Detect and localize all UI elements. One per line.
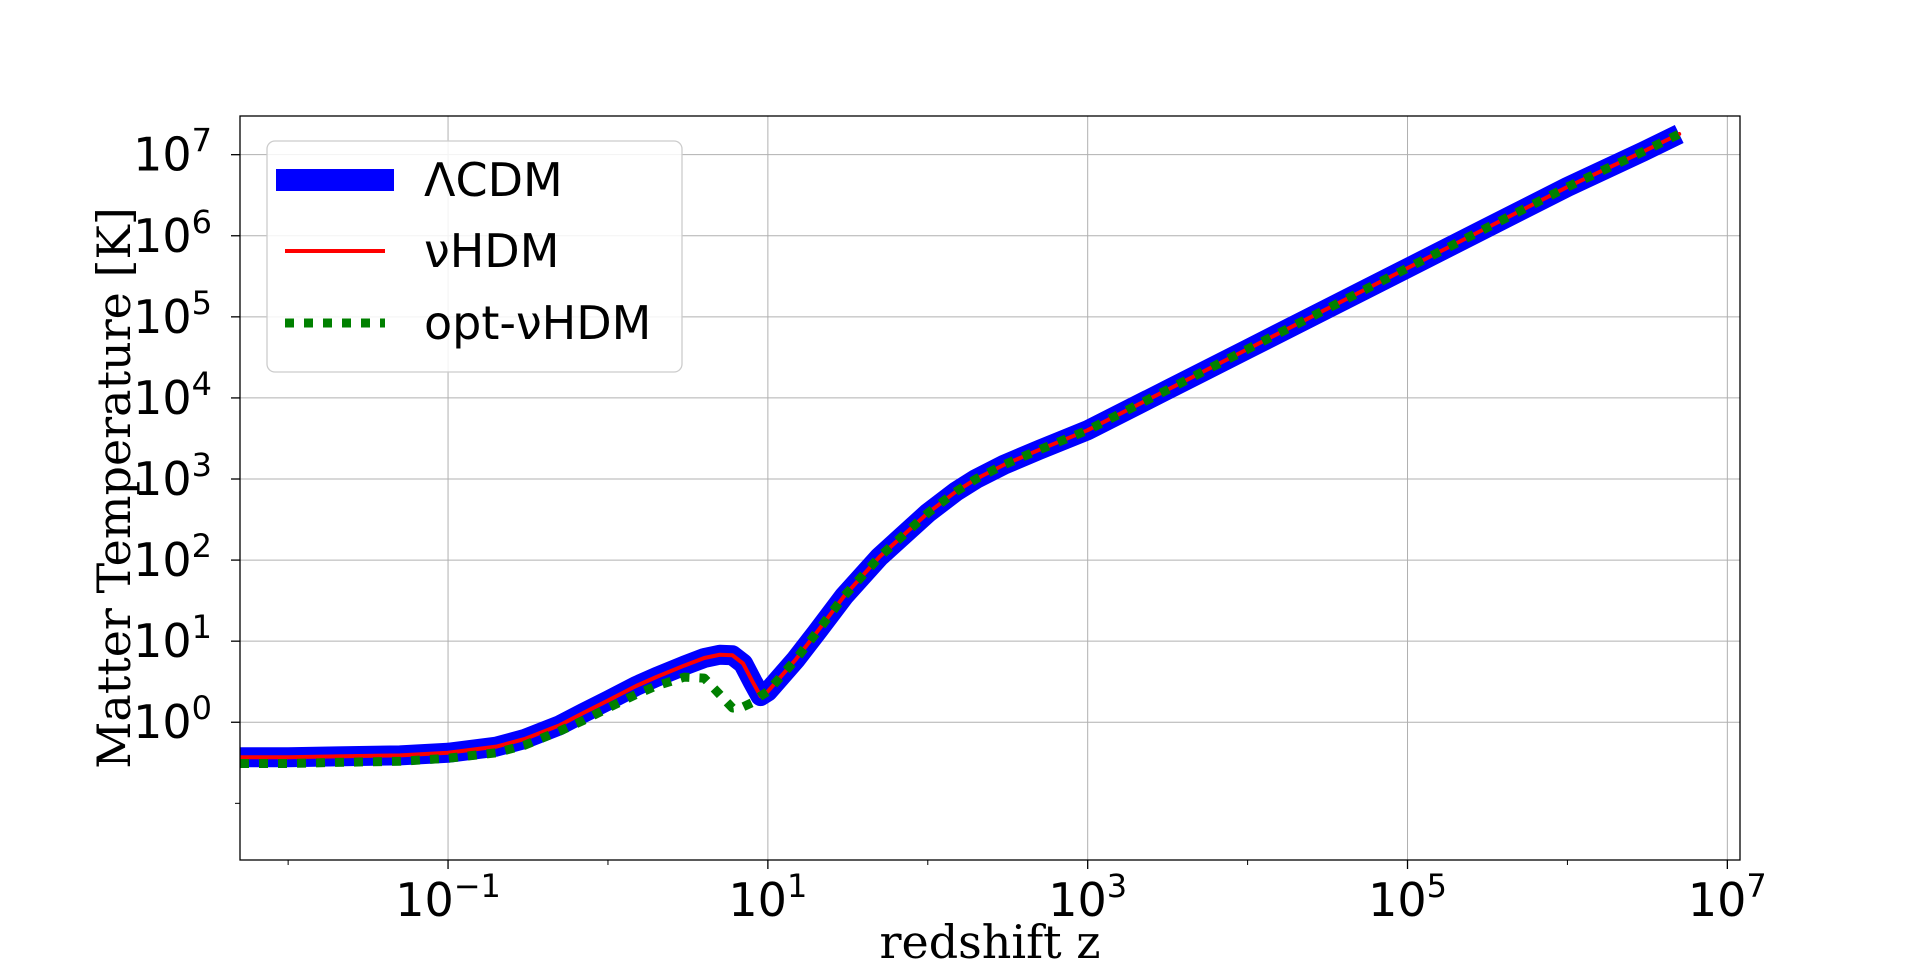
y-tick-label: 102 — [133, 527, 212, 587]
x-tick-label: 107 — [1688, 867, 1767, 927]
x-tick-label: 103 — [1048, 867, 1127, 927]
y-tick-label: 100 — [133, 689, 212, 749]
legend: ΛCDM νHDM opt-νHDM — [266, 140, 683, 373]
y-tick-label: 107 — [133, 122, 212, 182]
grid — [240, 116, 1740, 860]
x-tick-label: 10−1 — [395, 867, 501, 927]
ticks: 10−1 101 103 105 107 100 101 102 103 104 105 106 107 — [133, 122, 1767, 927]
y-tick-label: 106 — [133, 203, 212, 263]
legend-label-nuhdm: νHDM — [424, 224, 559, 278]
y-tick-label: 103 — [133, 446, 212, 506]
legend-label-opt-nuhdm: opt-νHDM — [424, 296, 651, 350]
plot-frame — [239, 115, 1741, 861]
y-tick-label: 101 — [133, 608, 212, 668]
y-tick-label: 105 — [133, 284, 212, 344]
legend-frame — [266, 140, 683, 373]
x-tick-label: 105 — [1368, 867, 1447, 927]
y-tick-label: 104 — [133, 365, 212, 425]
x-tick-label: 101 — [728, 867, 807, 927]
y-axis-label: Matter Temperature [K] — [87, 207, 141, 769]
series-layer — [240, 125, 1684, 768]
series-opt-nuhdm-line — [240, 129, 1682, 768]
legend-label-lcdm: ΛCDM — [424, 153, 563, 207]
x-axis-label: redshift z — [880, 915, 1101, 959]
